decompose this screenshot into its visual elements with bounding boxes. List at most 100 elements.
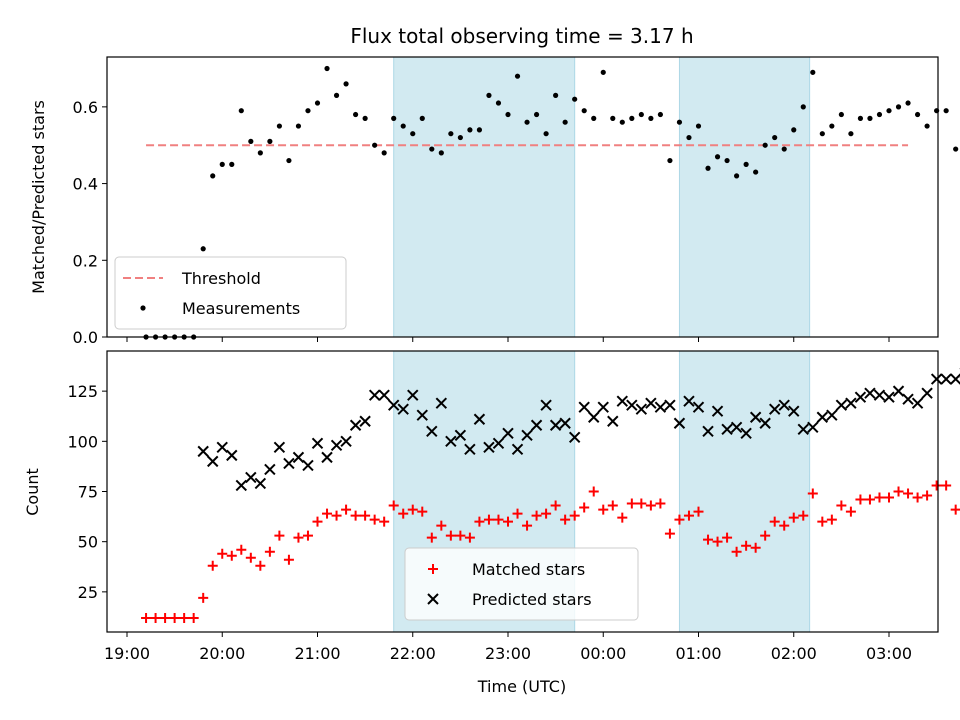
data-point	[514, 73, 521, 79]
data-point	[686, 134, 692, 141]
data-point	[255, 560, 266, 571]
data-point	[905, 100, 911, 106]
data-point	[359, 415, 371, 427]
data-point	[924, 123, 930, 129]
data-point	[397, 403, 409, 415]
data-point	[445, 435, 457, 448]
data-point	[495, 100, 502, 106]
data-point	[248, 138, 254, 144]
legend-box	[404, 547, 639, 621]
data-point	[435, 397, 448, 409]
data-point	[286, 157, 292, 164]
shaded-interval	[678, 350, 811, 633]
data-point	[333, 92, 340, 98]
data-point	[798, 510, 809, 521]
data-point	[330, 439, 343, 452]
data-point	[864, 494, 875, 505]
data-point	[588, 486, 599, 497]
data-point	[876, 111, 883, 118]
x-tick-label: 03:00	[866, 644, 912, 663]
data-point	[341, 504, 352, 515]
data-point	[314, 100, 321, 106]
data-point	[664, 528, 675, 539]
data-point	[864, 387, 876, 399]
data-point	[553, 92, 559, 98]
data-point	[626, 498, 637, 509]
data-point	[581, 108, 587, 114]
data-point	[372, 142, 378, 148]
data-point	[626, 399, 638, 411]
data-point	[921, 387, 933, 399]
data-point	[362, 115, 368, 121]
data-point	[949, 373, 960, 385]
x-tick-label: 02:00	[771, 644, 817, 663]
data-point	[930, 373, 943, 385]
data-point	[607, 500, 618, 511]
data-point	[483, 514, 494, 525]
data-point	[635, 403, 648, 415]
data-point	[598, 504, 609, 515]
top-y-axis-title: Matched/Predicted stars	[29, 100, 48, 294]
data-point	[638, 111, 644, 118]
data-point	[400, 123, 406, 129]
data-point	[381, 150, 387, 156]
legend: Matched stars Predicted stars	[404, 547, 639, 621]
data-point	[569, 510, 580, 521]
data-point	[676, 119, 683, 125]
data-point	[550, 500, 561, 511]
data-point	[616, 395, 629, 407]
y-tick-label: 100	[67, 432, 98, 451]
data-point	[654, 401, 667, 413]
data-point	[667, 157, 673, 164]
data-point	[797, 423, 809, 435]
data-point	[911, 397, 924, 409]
data-point	[254, 477, 267, 490]
x-tick-label: 23:00	[485, 644, 531, 663]
data-point	[198, 592, 209, 603]
data-point	[810, 69, 816, 75]
data-point	[207, 455, 219, 468]
data-point	[226, 449, 238, 462]
data-point	[914, 111, 921, 118]
data-point	[648, 115, 654, 121]
data-point	[607, 415, 619, 427]
data-point	[353, 111, 359, 118]
data-point	[559, 417, 571, 429]
data-point	[807, 421, 819, 433]
data-point	[816, 411, 829, 423]
data-point	[817, 516, 828, 527]
data-point	[274, 530, 285, 541]
data-point	[836, 500, 847, 511]
data-point	[854, 391, 867, 403]
data-point	[322, 508, 333, 519]
x-tick-label: 22:00	[390, 644, 436, 663]
data-point	[343, 81, 349, 87]
data-point	[873, 389, 886, 401]
data-point	[503, 516, 513, 527]
bottom-panel: 25 50 75 100 125 19:00 20:00 21:00 22:00 23:00 00:…	[67, 350, 960, 663]
data-point	[845, 506, 856, 517]
data-point	[407, 504, 418, 515]
axes-frame	[106, 56, 939, 338]
data-point	[238, 108, 244, 114]
data-point	[486, 92, 492, 98]
legend-label: Predicted stars	[472, 590, 592, 609]
data-point	[350, 510, 361, 521]
data-point	[398, 508, 409, 519]
series-matched-stars	[141, 480, 960, 623]
data-point	[673, 417, 686, 429]
data-point	[502, 427, 514, 440]
legend-label: Threshold	[181, 269, 261, 288]
data-point	[219, 161, 225, 167]
data-point	[788, 405, 800, 417]
data-point	[740, 427, 752, 440]
data-point	[541, 508, 552, 519]
data-point	[724, 157, 730, 164]
data-point	[953, 146, 959, 152]
data-point	[845, 397, 857, 409]
data-point	[829, 123, 835, 129]
data-point	[293, 532, 304, 543]
series-measurements	[143, 65, 959, 340]
data-point	[474, 516, 485, 527]
data-point	[702, 425, 714, 437]
